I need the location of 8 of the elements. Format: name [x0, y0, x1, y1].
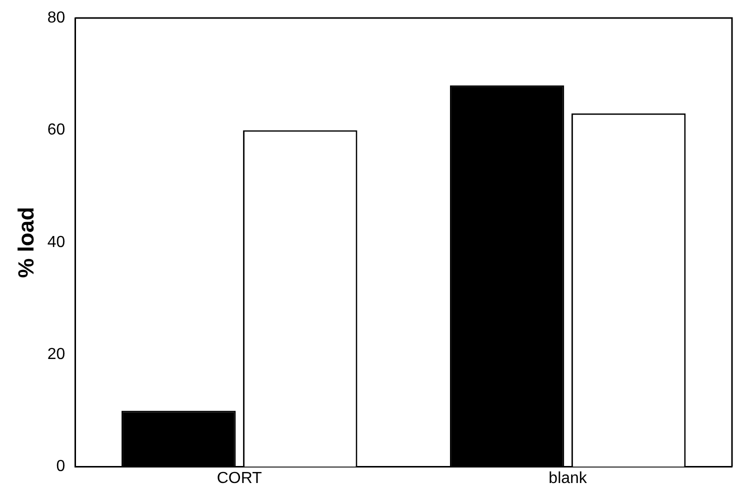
y-tick-label: 60 — [47, 122, 66, 139]
y-tick-label: 80 — [47, 9, 66, 26]
y-tick-label: 20 — [47, 346, 66, 364]
x-tick-label: blank — [548, 470, 588, 487]
y-axis-title: % load — [13, 206, 38, 278]
y-tick-label: 40 — [47, 234, 66, 251]
y-tick-label: 0 — [56, 458, 66, 476]
x-tick-label: CORT — [216, 470, 262, 487]
